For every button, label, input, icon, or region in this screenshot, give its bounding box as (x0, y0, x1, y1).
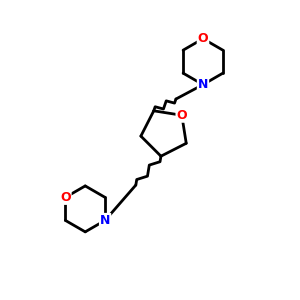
Text: N: N (100, 214, 110, 227)
Text: O: O (198, 32, 208, 45)
Text: N: N (198, 78, 208, 91)
Text: O: O (176, 109, 187, 122)
Text: O: O (60, 191, 70, 204)
